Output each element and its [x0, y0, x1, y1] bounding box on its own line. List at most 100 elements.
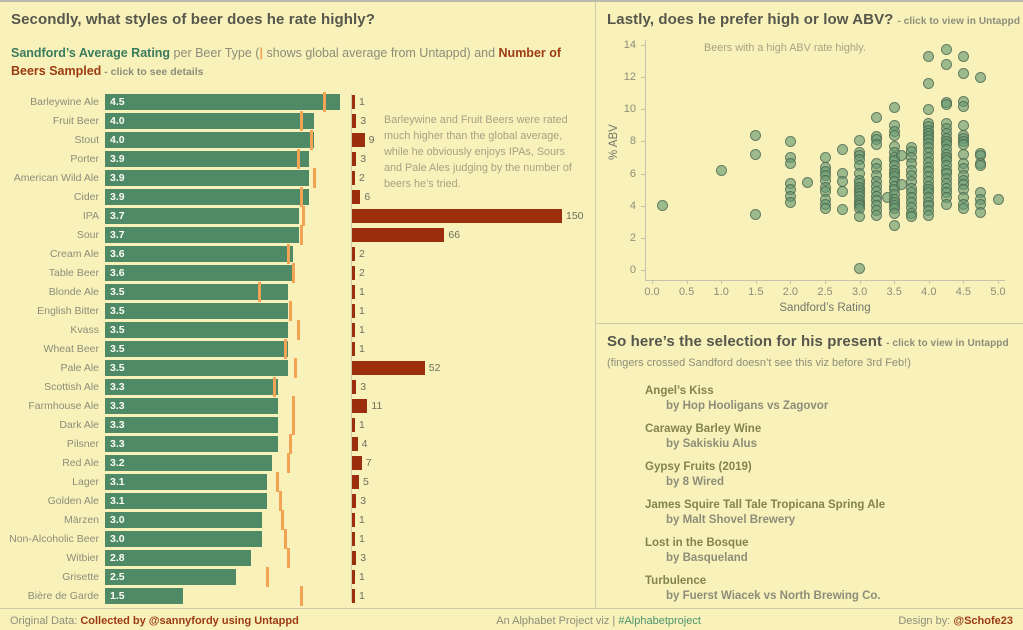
rating-bar[interactable]: 3.5: [105, 359, 289, 376]
count-bar[interactable]: [352, 94, 355, 109]
count-bar[interactable]: [352, 379, 357, 394]
scatter-point[interactable]: [957, 68, 969, 80]
count-bar[interactable]: [352, 513, 355, 528]
scatter-point[interactable]: [895, 179, 907, 191]
scatter-point[interactable]: [656, 200, 668, 212]
beer-item[interactable]: Gypsy Fruits (2019) by 8 Wired: [596, 460, 1023, 490]
scatter-point[interactable]: [940, 58, 952, 70]
scatter-point[interactable]: [784, 197, 796, 208]
count-bar[interactable]: [352, 132, 365, 147]
rating-bar[interactable]: 4.0: [105, 131, 315, 148]
footer-data-credit-link[interactable]: Collected by @sannyfordy using Untappd: [80, 614, 299, 627]
rating-bar[interactable]: 3.5: [105, 321, 289, 338]
scatter-point[interactable]: [836, 143, 848, 155]
count-bar[interactable]: [352, 341, 355, 356]
count-bar[interactable]: [352, 227, 445, 242]
count-bar[interactable]: [352, 189, 361, 204]
scatter-point[interactable]: [906, 211, 917, 223]
count-bar[interactable]: [352, 284, 355, 299]
rating-bar[interactable]: 3.2: [105, 455, 273, 472]
scatter-point[interactable]: [923, 78, 935, 90]
beer-item[interactable]: Turbulence by Fuerst Wiacek vs North Brew…: [596, 574, 1023, 604]
scatter-point[interactable]: [975, 71, 987, 83]
scatter-point[interactable]: [802, 176, 814, 188]
beer-item[interactable]: Caraway Barley Wine by Sakiskiu Alus: [596, 422, 1023, 452]
scatter-point[interactable]: [871, 139, 883, 151]
rating-bar[interactable]: 1.5: [105, 588, 184, 605]
rating-bar[interactable]: 3.3: [105, 378, 278, 395]
footer-designer-link[interactable]: @Schofe23: [953, 614, 1013, 627]
scatter-point[interactable]: [923, 103, 935, 115]
scatter-point[interactable]: [888, 220, 900, 232]
rating-bar[interactable]: 3.3: [105, 398, 278, 415]
scatter-point[interactable]: [895, 150, 907, 162]
scatter-point[interactable]: [957, 203, 969, 215]
count-bar[interactable]: [352, 494, 357, 509]
scatter-point[interactable]: [750, 129, 762, 141]
count-bar[interactable]: [352, 551, 357, 566]
scatter-point[interactable]: [871, 111, 883, 123]
rating-bar[interactable]: 3.7: [105, 207, 299, 224]
rating-bar[interactable]: 3.0: [105, 512, 262, 529]
rating-bar[interactable]: 2.8: [105, 550, 252, 567]
scatter-point[interactable]: [750, 148, 762, 160]
scatter-point[interactable]: [923, 209, 935, 221]
scatter-point[interactable]: [975, 160, 987, 172]
scatter-point[interactable]: [715, 164, 727, 176]
scatter-point[interactable]: [923, 50, 935, 62]
scatter-point[interactable]: [750, 209, 762, 221]
rating-bar[interactable]: 3.1: [105, 493, 268, 510]
rating-bar[interactable]: 3.3: [105, 417, 278, 434]
scatter-point[interactable]: [940, 98, 952, 110]
count-bar[interactable]: [352, 570, 355, 585]
scatter-point[interactable]: [836, 185, 848, 197]
count-bar[interactable]: [352, 532, 355, 547]
rating-bar[interactable]: 3.9: [105, 188, 309, 205]
scatter-point[interactable]: [784, 135, 796, 147]
beer-item[interactable]: Angel’s Kiss by Hop Hooligans vs Zagovor: [596, 384, 1023, 414]
count-bar[interactable]: [352, 265, 355, 280]
scatter-point[interactable]: [854, 262, 866, 274]
count-bar[interactable]: [352, 456, 362, 471]
count-bar[interactable]: [352, 170, 355, 185]
scatter-point[interactable]: [854, 135, 866, 147]
count-bar[interactable]: [352, 322, 355, 337]
rating-bar[interactable]: 3.3: [105, 436, 278, 453]
rating-bar[interactable]: 2.5: [105, 569, 236, 586]
scatter-point[interactable]: [888, 208, 900, 220]
count-bar[interactable]: [352, 399, 368, 414]
count-bar[interactable]: [352, 360, 425, 375]
scatter-point[interactable]: [992, 193, 1004, 205]
scatter-point[interactable]: [854, 211, 866, 223]
rating-bar[interactable]: 3.9: [105, 169, 309, 186]
rating-bar[interactable]: 3.9: [105, 150, 309, 167]
rating-bar[interactable]: 3.6: [105, 245, 294, 262]
rating-bar[interactable]: 4.0: [105, 112, 315, 129]
rating-bar[interactable]: 3.1: [105, 474, 268, 491]
count-bar[interactable]: [352, 208, 562, 223]
scatter-point[interactable]: [975, 206, 987, 218]
scatter-point[interactable]: [888, 129, 900, 141]
rating-bar[interactable]: 3.5: [105, 302, 289, 319]
scatter-point[interactable]: [819, 202, 831, 214]
scatter-point[interactable]: [871, 209, 883, 221]
count-bar[interactable]: [352, 418, 355, 433]
rating-bar[interactable]: 3.7: [105, 226, 299, 243]
rating-bar[interactable]: 3.5: [105, 340, 289, 357]
footer-hashtag-link[interactable]: #Alphabetproject: [618, 614, 701, 627]
scatter-point[interactable]: [957, 50, 969, 62]
beer-item[interactable]: James Squire Tall Tale Tropicana Spring …: [596, 498, 1023, 528]
scatter-point[interactable]: [957, 100, 969, 112]
count-bar[interactable]: [352, 113, 357, 128]
scatter-point[interactable]: [836, 204, 848, 216]
rating-bar[interactable]: 3.0: [105, 531, 262, 548]
rating-bar[interactable]: 3.6: [105, 264, 294, 281]
rating-bar[interactable]: 4.5: [105, 93, 341, 110]
beer-item[interactable]: Lost in the Bosque by Basqueland: [596, 536, 1023, 566]
rating-bar[interactable]: 3.5: [105, 283, 289, 300]
count-bar[interactable]: [352, 437, 358, 452]
count-bar[interactable]: [352, 589, 355, 604]
scatter-point[interactable]: [888, 102, 900, 114]
scatter-point[interactable]: [940, 44, 952, 56]
count-bar[interactable]: [352, 246, 355, 261]
